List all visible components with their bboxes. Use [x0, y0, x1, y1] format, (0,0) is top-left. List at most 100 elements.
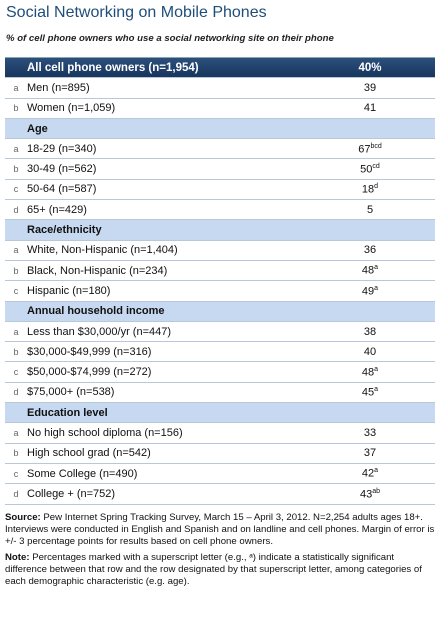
table-row: a No high school diploma (n=156) 33	[5, 423, 435, 444]
row-letter: a	[13, 245, 19, 256]
table-row: d $75,000+ (n=538) 45a	[5, 383, 435, 404]
row-value: 39	[305, 82, 435, 94]
row-letter: c	[13, 285, 19, 296]
significance-marker: a	[374, 467, 379, 475]
row-value: 18d	[305, 183, 435, 196]
row-label: Men (n=895)	[27, 81, 90, 94]
row-label: 65+ (n=429)	[27, 203, 87, 216]
table-row: d 65+ (n=429) 5	[5, 200, 435, 221]
table-row: a Less than $30,000/yr (n=447) 38	[5, 322, 435, 343]
table-row: d College + (n=752) 43ab	[5, 484, 435, 505]
table: All cell phone owners (n=1,954) 40% a Men (…	[5, 57, 435, 505]
total-value: 40%	[358, 61, 382, 74]
table-row: b Black, Non-Hispanic (n=234) 48a	[5, 261, 435, 282]
significance-marker: a	[374, 386, 379, 394]
section-title: Annual household income	[27, 305, 165, 318]
row-label: $50,000-$74,999 (n=272)	[27, 366, 152, 379]
row-value: 41	[305, 102, 435, 114]
section-title: Age	[27, 122, 48, 135]
row-label: $30,000-$49,999 (n=316)	[27, 345, 152, 358]
source-label: Source:	[5, 512, 41, 523]
row-letter: a	[13, 82, 19, 93]
table-row: b 30-49 (n=562) 50cd	[5, 159, 435, 180]
value-text: 43	[359, 488, 373, 501]
row-letter: a	[13, 143, 19, 154]
row-label: Black, Non-Hispanic (n=234)	[27, 264, 168, 277]
section-title: Education level	[27, 406, 108, 419]
value-text: 49	[361, 285, 375, 298]
table-row: c 50-64 (n=587) 18d	[5, 180, 435, 201]
row-letter: d	[13, 204, 19, 215]
value-text: 48	[361, 366, 375, 379]
value-text: 33	[363, 426, 377, 439]
row-letter: c	[13, 468, 19, 479]
row-value: 38	[305, 326, 435, 338]
table-row: c Some College (n=490) 42a	[5, 464, 435, 485]
table-row: a Men (n=895) 39	[5, 78, 435, 99]
row-letter: a	[13, 326, 19, 337]
source-text: Pew Internet Spring Tracking Survey, Mar…	[5, 512, 435, 547]
section-header: Education level	[5, 403, 435, 424]
row-label: Hispanic (n=180)	[27, 284, 111, 297]
value-text: 37	[363, 447, 377, 460]
value-text: 36	[363, 244, 377, 257]
row-letter: d	[13, 387, 19, 398]
value-text: 38	[363, 325, 377, 338]
row-value: 50cd	[305, 163, 435, 176]
row-letter: a	[13, 427, 19, 438]
row-letter: b	[13, 448, 19, 459]
table-row: c Hispanic (n=180) 49a	[5, 281, 435, 302]
row-value: 45a	[305, 386, 435, 399]
note-label: Note:	[5, 552, 30, 563]
table-row: b $30,000-$49,999 (n=316) 40	[5, 342, 435, 363]
value-text: 40	[363, 345, 377, 358]
subtitle: % of cell phone owners who use a social …	[6, 33, 334, 44]
row-label: No high school diploma (n=156)	[27, 426, 183, 439]
row-value: 49a	[305, 285, 435, 298]
source-note: Source: Pew Internet Spring Tracking Sur…	[5, 512, 437, 548]
significance-marker: a	[374, 365, 379, 373]
total-row: All cell phone owners (n=1,954) 40%	[5, 58, 435, 79]
row-letter: b	[13, 164, 19, 175]
value-text: 45	[361, 386, 375, 399]
significance-marker: bcd	[370, 142, 382, 150]
row-value: 67bcd	[305, 143, 435, 156]
row-value: 40	[305, 346, 435, 358]
value-text: 48	[361, 264, 375, 277]
significance-marker: a	[374, 264, 379, 272]
table-row: c $50,000-$74,999 (n=272) 48a	[5, 362, 435, 383]
row-label: Less than $30,000/yr (n=447)	[27, 325, 172, 338]
row-value: 36	[305, 244, 435, 256]
row-letter: b	[13, 265, 19, 276]
significance-marker: ab	[372, 487, 381, 495]
row-value: 48a	[305, 264, 435, 277]
row-letter: c	[13, 184, 19, 195]
row-value: 5	[305, 204, 435, 216]
note-text: Percentages marked with a superscript le…	[5, 552, 422, 587]
section-header: Age	[5, 118, 435, 140]
significance-marker: a	[374, 284, 379, 292]
value-text: 50	[360, 163, 373, 176]
section-header: Annual household income	[5, 301, 435, 322]
total-label: All cell phone owners (n=1,954)	[27, 61, 199, 74]
row-label: 30-49 (n=562)	[27, 163, 97, 176]
value-text: 39	[363, 81, 377, 94]
row-label: White, Non-Hispanic (n=1,404)	[27, 244, 178, 257]
row-label: 18-29 (n=340)	[27, 142, 97, 155]
row-label: College + (n=752)	[27, 487, 116, 500]
section-title: Race/ethnicity	[27, 224, 102, 237]
table-row: a White, Non-Hispanic (n=1,404) 36	[5, 241, 435, 261]
row-label: Women (n=1,059)	[27, 102, 116, 115]
row-value: 33	[305, 427, 435, 439]
value-text: 42	[361, 467, 375, 480]
significance-marker: d	[374, 183, 379, 191]
table-row: b High school grad (n=542) 37	[5, 444, 435, 464]
note: Note: Percentages marked with a superscr…	[5, 552, 437, 588]
row-value: 43ab	[305, 488, 435, 501]
row-label: $75,000+ (n=538)	[27, 386, 115, 399]
row-letter: b	[13, 103, 19, 114]
value-text: 18	[361, 183, 375, 196]
table-row: b Women (n=1,059) 41	[5, 99, 435, 119]
significance-marker: cd	[372, 162, 380, 170]
